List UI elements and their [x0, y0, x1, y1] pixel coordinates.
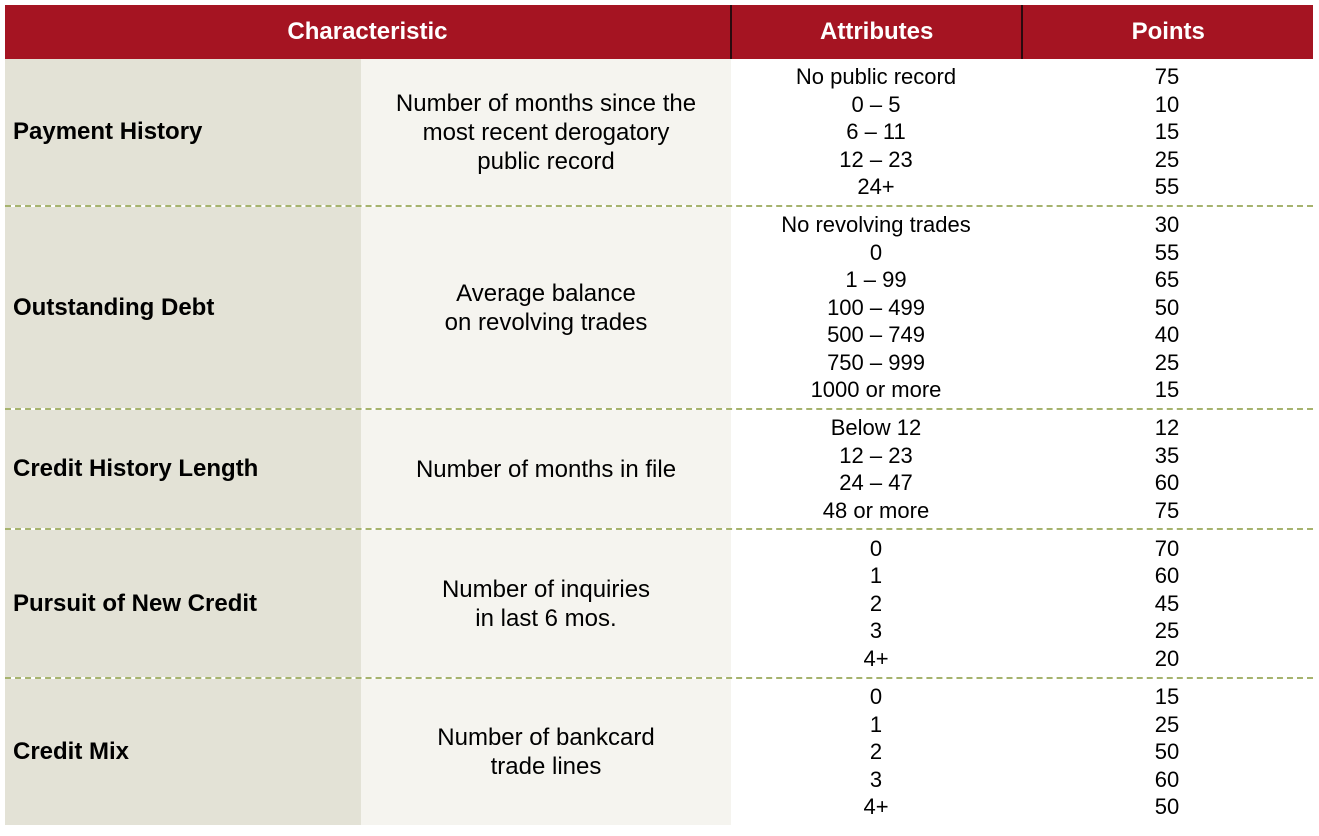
- characteristic-name: Credit Mix: [5, 679, 361, 825]
- attribute-value: 4+: [863, 645, 889, 671]
- header-characteristic: Characteristic: [287, 18, 448, 45]
- attribute-value: 0 – 5: [851, 91, 901, 117]
- attribute-value: Below 12: [830, 415, 922, 440]
- points-value: 50: [1154, 739, 1180, 765]
- table-header: Characteristic Attributes Points: [5, 5, 1313, 59]
- points-value: 25: [1154, 146, 1180, 172]
- points-value: 60: [1154, 470, 1180, 495]
- description-text: Number of bankcard trade lines: [427, 723, 664, 781]
- characteristic-description: Number of bankcard trade lines: [361, 679, 731, 825]
- description-line: on revolving trades: [444, 308, 648, 336]
- description-text: Number of inquiries in last 6 mos.: [432, 575, 660, 633]
- points-cell: 70 60 45 25 20: [1021, 530, 1313, 677]
- attribute-value: 4+: [863, 794, 889, 820]
- description-line: Number of months since the: [395, 89, 697, 117]
- description-line: trade lines: [490, 753, 602, 780]
- description-line: public record: [477, 147, 615, 175]
- header-points: Points: [1021, 5, 1313, 59]
- points-value: 55: [1154, 239, 1180, 265]
- points-value: 15: [1154, 119, 1180, 145]
- attribute-value: 0: [869, 684, 883, 710]
- description-line: Average balance: [456, 279, 636, 307]
- points-cell: 12 35 60 75: [1021, 410, 1313, 528]
- table-body: Payment History Number of months since th…: [5, 59, 1313, 825]
- characteristic-name: Pursuit of New Credit: [5, 530, 361, 677]
- attribute-value: 2: [869, 739, 883, 765]
- table-row: Credit Mix Number of bankcard trade lines 0…: [5, 677, 1313, 825]
- points-value: 25: [1154, 618, 1180, 644]
- attribute-value: 0: [869, 239, 883, 265]
- points-value: 15: [1154, 684, 1180, 710]
- header-attributes: Attributes: [729, 5, 1022, 59]
- points-value: 35: [1154, 442, 1180, 468]
- attribute-value: 1: [869, 711, 883, 737]
- attribute-value: 24 – 47: [839, 470, 913, 495]
- points-value: 25: [1154, 349, 1180, 375]
- points-value: 50: [1154, 294, 1180, 320]
- points-value: 70: [1154, 535, 1180, 561]
- table-row: Credit History Length Number of months in…: [5, 408, 1313, 528]
- attribute-value: 3: [869, 766, 883, 792]
- points-cell: 75 10 15 25 55: [1021, 59, 1313, 205]
- points-value: 60: [1154, 766, 1180, 792]
- description-line: Number of months in file: [415, 455, 677, 483]
- points-value: 25: [1154, 711, 1180, 737]
- attribute-value: 100 – 499: [827, 294, 925, 320]
- attributes-cell: No revolving trades 0 1 – 99 100 – 499 500 –…: [731, 207, 1021, 408]
- attribute-value: 1000 or more: [810, 377, 942, 403]
- attribute-value: 1 – 99: [845, 267, 907, 293]
- points-value: 65: [1154, 267, 1180, 293]
- description-line: most recent derogatory: [422, 118, 670, 146]
- attribute-value: 1: [869, 563, 883, 589]
- scoring-table: Characteristic Attributes Points Payment…: [5, 5, 1313, 825]
- description-line: Number of bankcard: [437, 724, 655, 751]
- attribute-value: No revolving trades: [781, 212, 971, 238]
- attribute-value: 500 – 749: [827, 322, 925, 348]
- description-text: Number of months since the most recent de…: [386, 89, 706, 176]
- attributes-cell: 0 1 2 3 4+: [731, 530, 1021, 677]
- attribute-value: 24+: [857, 174, 895, 200]
- points-cell: 15 25 50 60 50: [1021, 679, 1313, 825]
- points-value: 50: [1154, 794, 1180, 820]
- characteristic-name: Credit History Length: [5, 410, 361, 528]
- points-value: 75: [1154, 64, 1180, 90]
- characteristic-description: Average balance on revolving trades: [361, 207, 731, 408]
- description-line: Number of inquiries: [441, 575, 651, 603]
- attributes-cell: Below 12 12 – 23 24 – 47 48 or more: [731, 410, 1021, 528]
- attribute-value: 2: [869, 590, 883, 616]
- points-value: 60: [1154, 563, 1180, 589]
- attribute-value: 12 – 23: [839, 146, 913, 172]
- attribute-value: 0: [869, 535, 883, 561]
- points-value: 10: [1154, 91, 1180, 117]
- points-value: 15: [1154, 377, 1180, 403]
- attribute-value: 48 or more: [822, 497, 930, 523]
- attribute-value: 3: [869, 618, 883, 644]
- points-value: 45: [1154, 590, 1180, 616]
- characteristic-description: Number of months in file: [361, 410, 731, 528]
- points-value: 12: [1154, 415, 1180, 440]
- points-value: 30: [1154, 212, 1180, 238]
- points-value: 40: [1154, 322, 1180, 348]
- attribute-value: No public record: [795, 64, 957, 90]
- points-cell: 30 55 65 50 40 25 15: [1021, 207, 1313, 408]
- characteristic-description: Number of inquiries in last 6 mos.: [361, 530, 731, 677]
- attributes-cell: 0 1 2 3 4+: [731, 679, 1021, 825]
- characteristic-name: Outstanding Debt: [5, 207, 361, 408]
- attribute-value: 750 – 999: [827, 349, 925, 375]
- description-text: Number of months in file: [406, 455, 686, 484]
- table-row: Payment History Number of months since th…: [5, 59, 1313, 205]
- points-value: 55: [1154, 174, 1180, 200]
- characteristic-name: Payment History: [5, 59, 361, 205]
- attribute-value: 12 – 23: [839, 442, 913, 468]
- points-value: 20: [1154, 645, 1180, 671]
- table-row: Outstanding Debt Average balance on revolv…: [5, 205, 1313, 408]
- characteristic-description: Number of months since the most recent de…: [361, 59, 731, 205]
- points-value: 75: [1154, 497, 1180, 523]
- table-row: Pursuit of New Credit Number of inquiries…: [5, 528, 1313, 677]
- description-text: Average balance on revolving trades: [435, 279, 658, 337]
- attribute-value: 6 – 11: [846, 119, 906, 145]
- description-line: in last 6 mos.: [475, 604, 617, 632]
